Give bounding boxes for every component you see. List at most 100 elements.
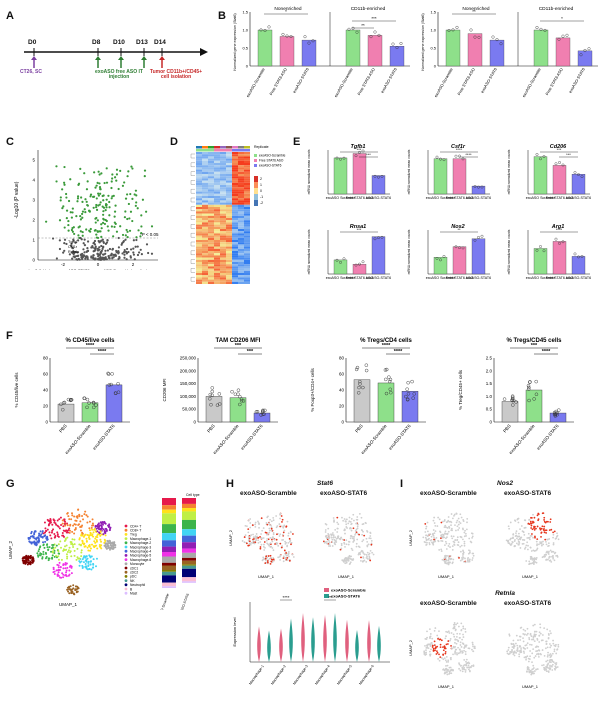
umap-cell-point: [366, 540, 369, 543]
f-point: [388, 387, 392, 392]
d-cell: [226, 277, 232, 280]
umap-cell-point: [515, 530, 518, 533]
umap-cell-point: [429, 653, 432, 656]
g-legend-label: CD4+ T: [130, 524, 141, 528]
umap-cell-point: [533, 623, 536, 626]
umap-cell-point: [263, 543, 265, 546]
umap-cell-point: [516, 644, 519, 647]
umap-cell-point: [462, 633, 464, 636]
d-cell: [226, 279, 232, 282]
g-cell-point: [38, 539, 41, 542]
d-legend-swatch: [254, 159, 257, 162]
umap-cell-point: [454, 651, 457, 654]
b-point: [259, 28, 263, 32]
d-cell: [238, 231, 244, 234]
umap-cell-point: [520, 525, 523, 527]
d-cell: [244, 255, 250, 258]
c-point: [115, 173, 119, 176]
umap-cell-point: [344, 557, 347, 560]
d-cell: [196, 209, 202, 212]
f-point: [410, 379, 414, 384]
e-bar: [533, 156, 548, 195]
umap-cell-point: [350, 558, 353, 561]
c-point: [75, 258, 78, 261]
umap-cell-point: [512, 536, 514, 539]
umap-cell-point: [509, 543, 512, 546]
umap-cell-point: [538, 649, 541, 652]
c-point: [119, 169, 122, 172]
umap-cell-point: [353, 535, 356, 538]
umap-cell-point: [459, 651, 461, 654]
umap-cell-point: [282, 531, 285, 534]
e-bar: [333, 157, 348, 195]
umap-cell-point: [535, 556, 538, 559]
g-cell-point: [85, 560, 88, 563]
umap-cell-point: [441, 558, 444, 561]
b-point: [583, 48, 587, 52]
d-cell: [244, 213, 250, 216]
e-point: [342, 156, 346, 160]
umap-cell-point: [350, 518, 353, 520]
d-cell: [220, 171, 226, 174]
g-cell-point: [71, 530, 74, 533]
umap-cell-point: [438, 653, 440, 656]
umap-cell-point: [342, 519, 345, 522]
d-cell: [238, 191, 244, 194]
d-cell: [232, 215, 238, 218]
umap-cell-point: [542, 540, 544, 543]
umap-cell-point: [543, 519, 545, 521]
g-cell-point: [81, 558, 84, 561]
f-point: [526, 383, 531, 388]
g-cell-point: [92, 562, 95, 565]
g-cell-point: [97, 533, 100, 536]
umap-cell-point: [244, 525, 247, 527]
f-point: [526, 387, 531, 391]
g-cell-point: [100, 540, 103, 543]
umap-cell-point: [522, 640, 525, 643]
d-cell: [208, 222, 214, 225]
umap-cell-point: [281, 545, 284, 547]
umap-cell-point: [457, 529, 460, 531]
umap-cell-point: [447, 561, 450, 564]
umap-cell-point: [366, 545, 369, 548]
umap-cell-point: [446, 554, 449, 557]
d-cell: [196, 189, 202, 192]
g-cell-point: [57, 574, 60, 577]
g-cell-point: [95, 540, 98, 543]
umap-cell-point: [532, 549, 535, 552]
umap-cell-point: [551, 669, 554, 671]
e-point: [458, 154, 461, 158]
c-point: [136, 245, 139, 248]
umap-cell-point: [541, 525, 544, 528]
d-cell: [232, 242, 238, 245]
umap-cell-point: [458, 662, 460, 664]
e-point: [454, 245, 458, 249]
c-point: [125, 251, 129, 255]
umap-cell-point: [425, 543, 428, 546]
d-cell: [214, 246, 220, 249]
umap-cell-point: [513, 645, 515, 648]
umap-cell-point: [525, 656, 528, 659]
umap-cell-point: [468, 662, 471, 665]
f-xtick: exoASO-STAT6: [240, 423, 264, 451]
umap-cell-point: [454, 628, 457, 631]
umap-cell-point: [285, 525, 288, 528]
g-cell-point: [64, 524, 67, 527]
d-cell: [214, 191, 220, 194]
umap-cell-point: [448, 525, 450, 528]
c-point: [108, 200, 111, 204]
umap-cell-point: [459, 513, 462, 516]
c-xlabel: Log2 (fold change exoASO-STAT6 vs. exoAS…: [28, 268, 148, 270]
umap-cell-point: [529, 555, 532, 558]
d-cell: [214, 251, 220, 254]
c-point: [112, 235, 115, 238]
d-cell: [232, 211, 238, 214]
c-point: [72, 250, 75, 253]
c-point: [65, 216, 68, 220]
umap-cell-point: [326, 542, 328, 545]
umap-cell-point: [507, 646, 510, 649]
umap-cell-point: [533, 656, 536, 659]
g-legend-swatch: [124, 579, 128, 582]
d-cell: [226, 222, 232, 225]
e-bar: [352, 264, 367, 275]
